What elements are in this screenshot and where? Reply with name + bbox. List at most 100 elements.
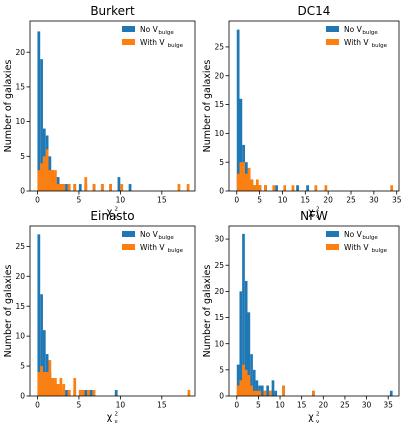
hist-bar bbox=[78, 390, 82, 396]
hist-bar bbox=[250, 179, 254, 191]
hist-bar bbox=[268, 390, 272, 396]
x-tick-label: 10 bbox=[275, 401, 285, 410]
x-tick-label: 5 bbox=[257, 196, 262, 205]
y-tick-label: 15 bbox=[214, 100, 224, 109]
hist-bar bbox=[312, 390, 315, 396]
x-tick-label: 20 bbox=[323, 196, 333, 205]
y-tick-label: 20 bbox=[214, 287, 224, 296]
hist-bar bbox=[120, 184, 124, 191]
hist-bar bbox=[244, 173, 248, 191]
hist-bar bbox=[263, 390, 267, 396]
hist-bar bbox=[247, 375, 251, 396]
x-tick-label: 15 bbox=[301, 196, 311, 205]
y-tick-label: 5 bbox=[20, 152, 25, 161]
legend-swatch bbox=[326, 244, 339, 250]
x-tick-label: 15 bbox=[157, 196, 167, 205]
x-axis-label: χ bbox=[308, 207, 314, 218]
subplot-title: Einasto bbox=[90, 209, 134, 223]
x-axis-label-sub: ν bbox=[316, 419, 319, 425]
y-tick-label: 0 bbox=[20, 187, 25, 196]
hist-bar bbox=[187, 390, 191, 396]
hist-bar bbox=[390, 185, 394, 191]
legend-swatch bbox=[326, 231, 339, 237]
hist-bar bbox=[81, 390, 85, 396]
hist-bar bbox=[114, 390, 118, 396]
legend-label-sub: bulge bbox=[372, 248, 388, 254]
hist-bar bbox=[236, 29, 240, 191]
hist-bar bbox=[56, 384, 60, 396]
hist-bar bbox=[258, 185, 262, 191]
hist-bar bbox=[92, 184, 96, 191]
axes-frame bbox=[228, 20, 400, 192]
hist-bar bbox=[100, 184, 104, 191]
x-tick-label: 15 bbox=[297, 401, 307, 410]
y-axis-label: Number of galaxies bbox=[202, 60, 213, 153]
hist-bar bbox=[291, 185, 295, 191]
x-tick-label: 25 bbox=[340, 401, 350, 410]
legend-label: No V bbox=[344, 25, 363, 34]
legend-label-sub: bulge bbox=[372, 43, 388, 49]
hist-bar bbox=[37, 170, 41, 191]
y-axis-label: Number of galaxies bbox=[202, 265, 213, 358]
hist-bar bbox=[236, 364, 240, 396]
y-tick-label: 0 bbox=[219, 392, 224, 401]
legend-label: With V bbox=[140, 38, 165, 47]
hist-bar bbox=[48, 360, 52, 396]
hist-bar bbox=[242, 233, 245, 396]
x-tick-label: 0 bbox=[35, 196, 40, 205]
y-axis-label: Number of galaxies bbox=[3, 60, 14, 153]
hist-bar bbox=[242, 162, 245, 191]
hist-bar bbox=[59, 184, 63, 191]
hist-bar bbox=[250, 385, 253, 396]
hist-bar bbox=[239, 98, 243, 191]
x-tick-label: 10 bbox=[278, 196, 288, 205]
hist-bar bbox=[78, 184, 82, 191]
hist-bar bbox=[252, 369, 256, 396]
legend-label-sub: bulge bbox=[362, 235, 378, 241]
y-tick-label: 15 bbox=[214, 313, 224, 322]
x-tick-label: 5 bbox=[256, 401, 261, 410]
hist-bar bbox=[244, 280, 248, 396]
legend-label: No V bbox=[344, 230, 363, 239]
hist-bar bbox=[247, 312, 251, 396]
y-tick-label: 20 bbox=[15, 48, 25, 57]
y-tick-label: 10 bbox=[15, 332, 25, 341]
y-tick-label: 0 bbox=[20, 392, 25, 401]
hist-bar bbox=[253, 185, 256, 191]
hist-bar bbox=[282, 385, 285, 396]
hist-bar bbox=[62, 384, 66, 396]
hist-bar bbox=[255, 179, 259, 191]
subplot-1: 0 5 10 15 20 25 30 35 0 5 10 15 20 25 DC14 χ 2ν Number of… bbox=[202, 4, 402, 220]
legend-label: With V bbox=[140, 243, 165, 252]
hist-bar bbox=[67, 184, 71, 191]
x-tick-label: 30 bbox=[369, 196, 379, 205]
y-axis-label: Number of galaxies bbox=[3, 265, 14, 358]
hist-bar bbox=[56, 184, 60, 191]
hist-bar bbox=[65, 184, 68, 191]
hist-bar bbox=[51, 170, 54, 191]
hist-bar bbox=[186, 184, 190, 191]
x-tick-label: 5 bbox=[77, 401, 82, 410]
hist-bar bbox=[306, 185, 309, 191]
hist-bar bbox=[62, 184, 66, 191]
legend-swatch bbox=[122, 26, 135, 32]
x-axis-label-sup: 2 bbox=[316, 412, 320, 418]
y-tick-label: 5 bbox=[20, 362, 25, 371]
x-tick-label: 0 bbox=[234, 401, 239, 410]
x-axis-label-sub: ν bbox=[115, 214, 118, 220]
x-axis-label-sub: ν bbox=[115, 419, 118, 425]
hist-bar bbox=[73, 184, 77, 191]
hist-bar bbox=[45, 149, 49, 191]
x-tick-label: 15 bbox=[157, 401, 167, 410]
x-tick-label: 35 bbox=[392, 196, 402, 205]
y-tick-label: 25 bbox=[214, 43, 224, 52]
hist-bar bbox=[252, 390, 256, 396]
hist-bar bbox=[314, 185, 318, 191]
hist-bar bbox=[389, 390, 393, 396]
hist-bar bbox=[239, 291, 243, 396]
hist-bar bbox=[42, 372, 46, 396]
hist-bar bbox=[40, 163, 43, 191]
hist-bar bbox=[236, 385, 240, 396]
hist-bar bbox=[84, 390, 88, 396]
